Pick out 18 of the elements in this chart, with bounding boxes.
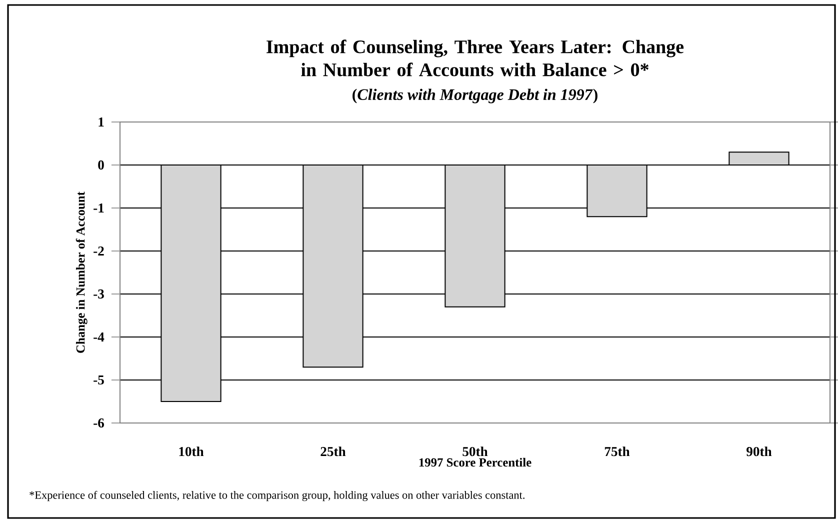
x-axis-title: 1997 Score Percentile xyxy=(419,458,532,467)
x-tick-label: 75th xyxy=(604,446,630,456)
y-tick-label: -4 xyxy=(94,332,104,342)
x-tick-label: 25th xyxy=(320,446,346,456)
y-tick-label: -5 xyxy=(94,375,104,385)
y-axis-title: Change in Number of Account xyxy=(76,192,88,353)
x-tick-label: 10th xyxy=(179,446,204,456)
text: *Experience of counseled clients, relative to the comparison group, holding values on other variables constant. xyxy=(30,490,524,502)
x-tick-label: 90th xyxy=(746,446,772,456)
y-tick-label: -1 xyxy=(94,203,104,212)
chart-subtitle: (Clients with Mortgage Debt in 1997) xyxy=(352,88,598,104)
y-tick-label: 1 xyxy=(98,117,104,126)
y-tick-label: -2 xyxy=(94,246,104,256)
y-tick-label: -6 xyxy=(94,418,104,428)
y-tick-label: -3 xyxy=(94,289,104,299)
x-tick-label: 50th xyxy=(462,446,488,456)
y-tick-label: 0 xyxy=(98,160,104,170)
chart-title: Impact of Counseling, Three Years Later: Change in Number of Accounts with Balance > 0* xyxy=(266,40,684,76)
